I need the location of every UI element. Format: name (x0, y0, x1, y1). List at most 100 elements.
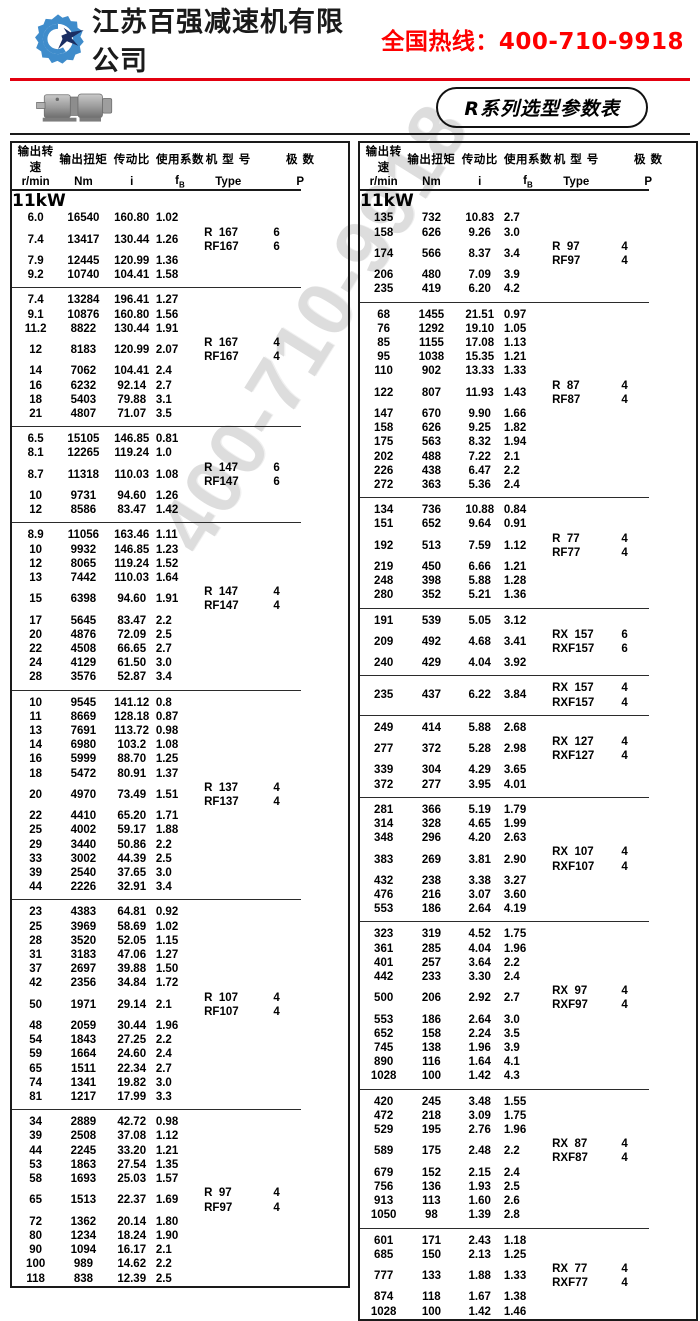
cell-type: RX 107 RXF107 (552, 846, 595, 873)
cell-poles-empty (252, 905, 300, 919)
table-row: 361 285 4.04 1.96 (359, 942, 697, 956)
cell-poles-empty (252, 211, 300, 225)
cell-type-empty (552, 1055, 600, 1069)
cell-type-empty (552, 450, 600, 464)
cell-speed: 25 (29, 824, 43, 837)
cell-type-empty (204, 1047, 252, 1061)
page-header: 江苏百强减速机有限公司 全国热线：400-710-9918 (0, 0, 700, 78)
cell-type-empty (204, 1257, 252, 1271)
cell-factor: 0.8 (155, 696, 172, 709)
cell-factor: 1.21 (503, 560, 527, 573)
cell-ratio: 7.09 (468, 269, 491, 282)
cell-torque: 2226 (70, 881, 97, 894)
cell-ratio: 10.83 (465, 212, 495, 225)
cell-torque: 15105 (67, 433, 100, 446)
power-label-row: 11kW (359, 190, 697, 211)
cell-torque: 7691 (70, 725, 97, 737)
cell-poles-empty (600, 1027, 648, 1041)
cell-speed: 42 (29, 977, 43, 990)
cell-ratio: 104.41 (114, 365, 150, 378)
table-row: 58 1693 25.03 1.57 (11, 1172, 349, 1186)
cell-torque: 238 (421, 874, 442, 887)
cell-factor: 1.99 (503, 818, 527, 831)
cell-factor: 1.11 (155, 529, 178, 542)
cell-torque: 563 (421, 436, 442, 449)
cell-poles-empty (252, 724, 300, 738)
th-torque-cn: 输出扭矩 (407, 152, 456, 166)
cell-speed: 20 (29, 628, 43, 641)
cell-ratio: 4.20 (468, 832, 491, 845)
cell-type-empty (552, 1305, 600, 1320)
cell-torque: 206 (421, 992, 442, 1005)
cell-factor: 2.2 (503, 1145, 520, 1158)
cell-torque: 2356 (70, 977, 97, 990)
cell-type-empty (204, 809, 252, 823)
cell-type: RX 157 RXF157 (552, 628, 595, 655)
cell-ratio: 1.93 (468, 1180, 491, 1193)
cell-factor: 1.46 (503, 1305, 527, 1318)
table-row: 339 304 4.29 3.65 (359, 763, 697, 777)
th-speed-unit: r/min (21, 176, 50, 189)
cell-ratio: 52.05 (117, 934, 147, 947)
table-row: 151 652 9.64 0.91 (359, 517, 697, 531)
cell-speed: 33 (29, 852, 43, 865)
cell-speed: 76 (377, 322, 391, 335)
cell-type-empty (552, 1290, 600, 1304)
cell-factor: 0.98 (155, 725, 179, 737)
cell-poles-empty (600, 1290, 648, 1304)
table-row: 685 150 2.13 1.25 (359, 1248, 697, 1262)
table-row: 323 319 4.52 1.75 (359, 927, 697, 941)
cell-speed: 472 (374, 1109, 394, 1122)
cell-torque: 16540 (67, 212, 100, 225)
cell-speed: 44 (29, 1144, 43, 1157)
cell-factor: 4.2 (503, 283, 520, 296)
cell-ratio: 92.14 (117, 379, 147, 392)
cell-torque: 7442 (70, 571, 97, 584)
cell-ratio: 130.44 (114, 322, 150, 335)
cell-type-empty (552, 407, 600, 421)
cell-type-empty (204, 1033, 252, 1047)
cell-factor: 2.5 (155, 628, 172, 641)
cell-poles-empty (600, 927, 648, 941)
table-row: 37 2697 39.88 1.50 (11, 962, 349, 976)
cell-speed: 890 (374, 1056, 394, 1069)
red-divider (10, 78, 690, 81)
table-row: 81 1217 17.99 3.3 (11, 1090, 349, 1104)
cell-torque: 438 (421, 464, 442, 477)
cell-type-empty (204, 1129, 252, 1143)
cell-speed: 383 (374, 853, 394, 866)
cell-torque: 9731 (70, 489, 97, 502)
th-ratio-unit: i (478, 176, 482, 189)
cell-ratio: 22.34 (117, 1062, 147, 1075)
cell-torque: 269 (421, 853, 442, 866)
cell-ratio: 34.84 (117, 977, 147, 990)
table-row: 31 3183 47.06 1.27 (11, 948, 349, 962)
cell-torque: 5999 (70, 753, 97, 766)
table-row: 226 438 6.47 2.2 (359, 464, 697, 478)
cell-speed: 81 (29, 1091, 43, 1104)
cell-speed: 122 (374, 386, 394, 399)
cell-factor: 2.2 (155, 614, 172, 627)
cell-factor: 3.84 (503, 689, 527, 702)
cell-poles-empty (600, 888, 648, 902)
cell-ratio: 6.22 (468, 689, 491, 702)
cell-speed: 500 (374, 992, 394, 1005)
table-row: 74 1341 19.82 3.0 (11, 1076, 349, 1090)
table-row: 22 4508 66.65 2.7 (11, 642, 349, 656)
cell-factor: 1.64 (155, 571, 179, 584)
cell-poles-empty (252, 934, 300, 948)
cell-poles-empty (600, 1305, 648, 1320)
cell-torque: 3969 (70, 920, 97, 933)
table-row: 248 398 5.88 1.28 (359, 574, 697, 588)
cell-poles-empty (252, 308, 300, 322)
cell-type-empty (204, 838, 252, 852)
cell-type-empty (552, 927, 600, 941)
cell-poles-empty (600, 817, 648, 831)
cell-poles: 4 4 (621, 1262, 628, 1290)
table-row: 50 1971 29.14 2.1 R 107 RF107 4 4 (11, 991, 349, 1019)
cell-factor: 2.8 (503, 1209, 520, 1222)
cell-factor: 1.43 (503, 386, 527, 399)
power-label-row: 11kW (11, 190, 349, 211)
cell-factor: 2.07 (155, 344, 179, 357)
